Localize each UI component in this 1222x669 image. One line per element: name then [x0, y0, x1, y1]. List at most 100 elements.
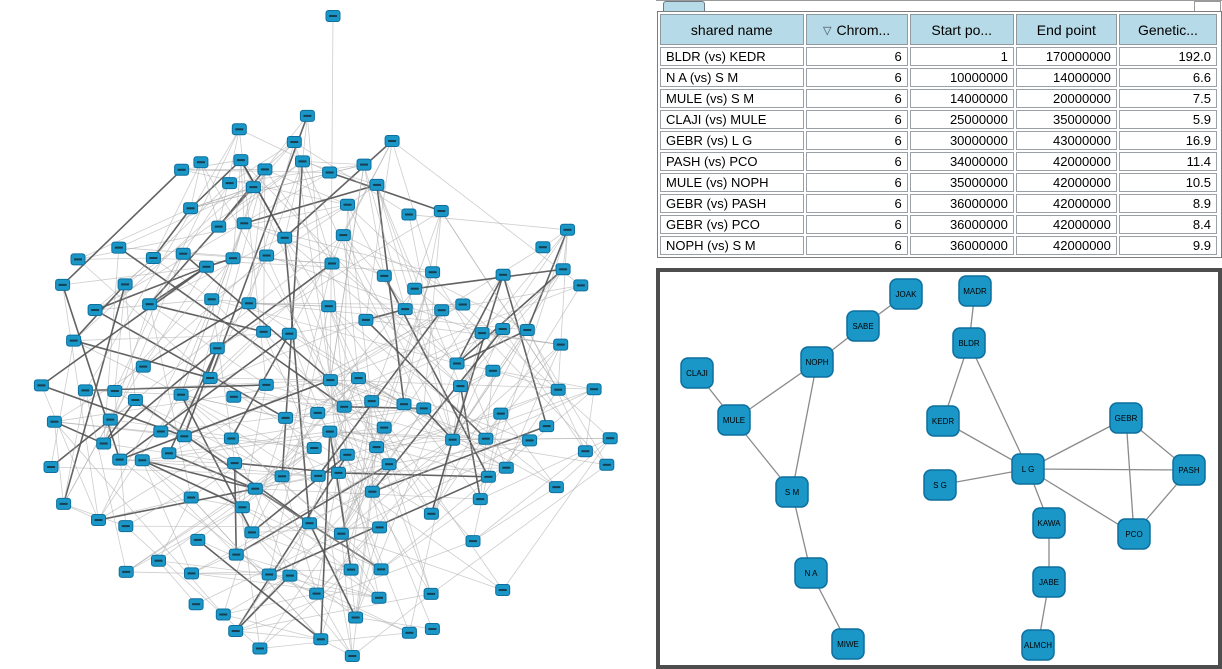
network-node[interactable] [401, 626, 417, 639]
network-edge[interactable] [791, 361, 818, 493]
network-edge[interactable] [143, 255, 267, 367]
network-edge[interactable] [242, 506, 380, 599]
network-edge[interactable] [142, 266, 207, 367]
network-edge[interactable] [502, 328, 586, 452]
network-edge[interactable] [158, 560, 197, 605]
network-edge[interactable] [320, 427, 385, 640]
network-edge[interactable] [338, 472, 489, 478]
network-edge[interactable] [251, 532, 353, 657]
table-cell[interactable]: 10.5 [1118, 173, 1217, 192]
network-edge[interactable] [235, 593, 432, 632]
network-edge[interactable] [235, 630, 321, 640]
network-node[interactable] [70, 253, 86, 266]
network-edge[interactable] [209, 255, 267, 379]
network-edge[interactable] [352, 593, 432, 657]
network-node[interactable] [324, 257, 340, 270]
network-node-miwe[interactable]: MIWE [831, 628, 865, 660]
network-node[interactable] [376, 269, 392, 282]
network-edge[interactable] [84, 390, 127, 573]
network-edge[interactable] [342, 234, 453, 440]
network-edge[interactable] [240, 159, 286, 239]
network-node[interactable] [244, 526, 260, 539]
network-edge[interactable] [142, 459, 192, 498]
network-edge[interactable] [53, 421, 64, 504]
network-edge[interactable] [968, 342, 1029, 470]
network-edge[interactable] [341, 439, 453, 534]
table-cell[interactable]: 6 [805, 236, 908, 255]
network-edge[interactable] [341, 533, 353, 657]
network-node[interactable] [306, 442, 322, 454]
table-cell[interactable]: 6 [805, 68, 908, 87]
network-node[interactable] [548, 481, 564, 494]
network-node[interactable] [424, 623, 440, 635]
network-node[interactable] [56, 497, 72, 510]
network-node[interactable] [184, 567, 199, 580]
network-node[interactable] [241, 297, 257, 310]
network-node[interactable] [227, 457, 243, 470]
network-node[interactable] [358, 313, 374, 326]
network-node[interactable] [336, 400, 352, 413]
table-cell[interactable]: BLDR (vs) KEDR [660, 47, 804, 66]
network-edge[interactable] [190, 162, 202, 209]
network-node[interactable] [485, 364, 501, 377]
network-node[interactable] [135, 360, 151, 373]
network-edge[interactable] [233, 396, 345, 408]
network-edge[interactable] [181, 159, 241, 171]
table-row[interactable]: MULE (vs) NOPH 6 35000000 42000000 10.5 [660, 173, 1217, 192]
network-node[interactable] [161, 447, 177, 460]
network-node-pash[interactable]: PASH [1172, 454, 1206, 486]
network-edge[interactable] [330, 379, 474, 542]
network-edge[interactable] [430, 439, 454, 515]
network-edge[interactable] [251, 454, 348, 533]
network-node[interactable] [127, 394, 143, 406]
network-edge[interactable] [103, 347, 218, 445]
network-edge[interactable] [94, 266, 207, 311]
network-edge[interactable] [341, 272, 433, 534]
network-edge[interactable] [431, 413, 502, 515]
network-edge[interactable] [452, 328, 504, 440]
network-edge[interactable] [330, 284, 581, 381]
network-node[interactable] [151, 554, 166, 567]
network-edge[interactable] [452, 388, 595, 441]
network-edge[interactable] [118, 186, 254, 248]
network-edge[interactable] [331, 263, 345, 407]
network-edge[interactable] [73, 141, 295, 341]
network-node[interactable] [480, 470, 496, 483]
table-cell[interactable]: 6 [805, 215, 908, 234]
network-node[interactable] [401, 208, 417, 221]
network-edge[interactable] [231, 438, 382, 570]
table-cell[interactable]: 36000000 [909, 194, 1014, 213]
network-edge[interactable] [142, 302, 250, 368]
network-node[interactable] [495, 584, 511, 596]
table-cell[interactable]: N A (vs) S M [660, 68, 804, 87]
table-cell[interactable]: 6.6 [1118, 68, 1217, 87]
network-edge[interactable] [211, 299, 319, 414]
table-cell[interactable]: 42000000 [1015, 194, 1117, 213]
network-edge[interactable] [85, 129, 240, 391]
network-node[interactable] [321, 300, 337, 313]
network-node[interactable] [134, 454, 150, 467]
column-header-chrom[interactable]: ▽ Chrom... [805, 14, 908, 45]
network-node[interactable] [322, 166, 338, 179]
network-node[interactable] [222, 177, 238, 190]
network-node[interactable] [278, 411, 294, 424]
network-node[interactable] [519, 324, 535, 336]
network-edge[interactable] [236, 554, 380, 599]
network-edge[interactable] [135, 399, 283, 477]
network-edge[interactable] [142, 459, 256, 490]
network-edge[interactable] [285, 417, 319, 477]
network-edge[interactable] [240, 160, 245, 224]
network-node[interactable] [299, 109, 315, 122]
network-edge[interactable] [309, 439, 453, 524]
network-node[interactable] [397, 303, 413, 316]
network-edge[interactable] [502, 274, 548, 427]
table-cell[interactable]: 42000000 [1015, 215, 1117, 234]
network-edge[interactable] [500, 413, 557, 488]
network-edge[interactable] [94, 309, 286, 419]
network-edge[interactable] [263, 331, 315, 449]
network-node[interactable] [173, 388, 189, 401]
network-edge[interactable] [328, 306, 373, 402]
network-edge[interactable] [502, 438, 611, 591]
network-edge[interactable] [456, 363, 595, 390]
network-node-noph[interactable]: NOPH [800, 346, 834, 378]
